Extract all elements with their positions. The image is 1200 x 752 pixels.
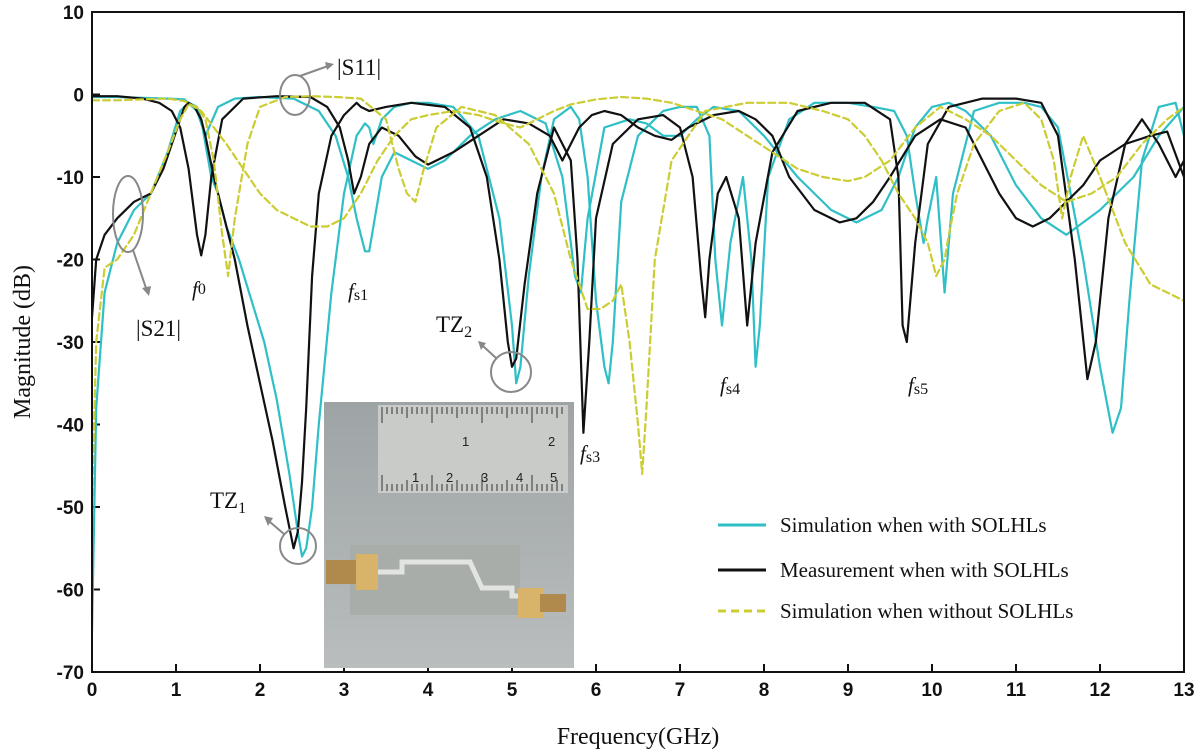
x-tick-label-12: 12 xyxy=(1089,680,1110,701)
tz2-marker-circle xyxy=(490,351,532,393)
ruler-bottom-number-3: 3 xyxy=(481,470,488,485)
ruler-ticks xyxy=(381,407,563,491)
s21-label: |S21| xyxy=(136,316,181,341)
fs4-label: fs4 xyxy=(720,373,740,398)
ruler-bottom-number-4: 4 xyxy=(516,470,523,485)
x-tick-label-10: 10 xyxy=(921,680,942,701)
fs1-label: fs1 xyxy=(348,279,368,304)
x-tick-label-9: 9 xyxy=(843,680,854,701)
ruler-bottom-number-1: 1 xyxy=(412,470,419,485)
y-tick-label--20: -20 xyxy=(57,251,84,272)
f0-label: f0 xyxy=(192,277,206,301)
fs5-label: fs5 xyxy=(908,373,928,398)
x-tick-label-8: 8 xyxy=(759,680,770,701)
series-line-0-s21 xyxy=(92,101,1184,632)
legend-label-measurement-with: Measurement when with SOLHLs xyxy=(780,558,1069,582)
x-tick-label-7: 7 xyxy=(675,680,686,701)
s11-label: |S11| xyxy=(337,55,381,80)
y-tick-label-0: 0 xyxy=(73,86,84,107)
x-tick-label-3: 3 xyxy=(339,680,350,701)
x-tick-label-6: 6 xyxy=(591,680,602,701)
y-tick-label--60: -60 xyxy=(57,581,84,602)
x-tick-label-1: 1 xyxy=(171,680,182,701)
ruler-bottom-number-2: 2 xyxy=(446,470,453,485)
series-line-5-s11 xyxy=(92,95,1184,228)
axis-tick-labels: 0 1 2 3 4 5 6 7 8 9 10 11 12 13100-10-20-30-40-50-60-… xyxy=(57,3,1195,701)
x-axis-title: Frequency(GHz) xyxy=(557,724,720,750)
ruler-top-number-1: 1 xyxy=(462,434,469,449)
x-tick-label-11: 11 xyxy=(1006,680,1027,701)
annotations: |S11| |S21| TZ2 TZ1 f0 fs1 fs3 fs4 fs5 xyxy=(112,55,928,565)
series-layer xyxy=(92,95,1184,632)
ruler-bottom-number-5: 5 xyxy=(550,470,557,485)
x-tick-label-0: 0 xyxy=(87,680,98,701)
x-tick-label-13: 13 xyxy=(1173,680,1194,701)
connector-right xyxy=(518,588,544,618)
x-tick-label-2: 2 xyxy=(255,680,266,701)
inset-photo: 1 2 1 2 3 4 5 xyxy=(324,402,574,668)
pcb-board xyxy=(350,545,520,615)
legend: Simulation when with SOLHLs Measurement … xyxy=(718,513,1073,623)
series-line-3-s11 xyxy=(92,95,1184,257)
x-tick-label-4: 4 xyxy=(423,680,434,701)
ruler-top-number-2: 2 xyxy=(548,434,555,449)
legend-label-simulation-with: Simulation when with SOLHLs xyxy=(780,513,1047,537)
pcb-trace xyxy=(378,559,540,599)
s11-marker-circle xyxy=(279,74,311,116)
y-tick-label--70: -70 xyxy=(57,663,84,684)
tz2-label: TZ2 xyxy=(436,312,472,341)
y-tick-label--30: -30 xyxy=(57,333,84,354)
plot-frame xyxy=(91,11,1185,673)
ruler xyxy=(378,405,568,493)
series-line-4-s21 xyxy=(92,95,1184,509)
legend-label-simulation-without: Simulation when without SOLHLs xyxy=(780,599,1073,623)
tz1-marker-circle xyxy=(279,527,317,565)
connector-left xyxy=(326,560,360,584)
y-tick-label--50: -50 xyxy=(57,498,84,519)
x-tick-label-5: 5 xyxy=(507,680,518,701)
tz1-label: TZ1 xyxy=(210,488,246,517)
y-axis-title: Magnitude (dB) xyxy=(10,265,36,419)
fs3-label: fs3 xyxy=(580,441,600,466)
y-tick-label--40: -40 xyxy=(57,416,84,437)
y-tick-label--10: -10 xyxy=(57,168,84,189)
s21-marker-circle xyxy=(112,175,144,253)
y-tick-label-10: 10 xyxy=(63,3,84,24)
